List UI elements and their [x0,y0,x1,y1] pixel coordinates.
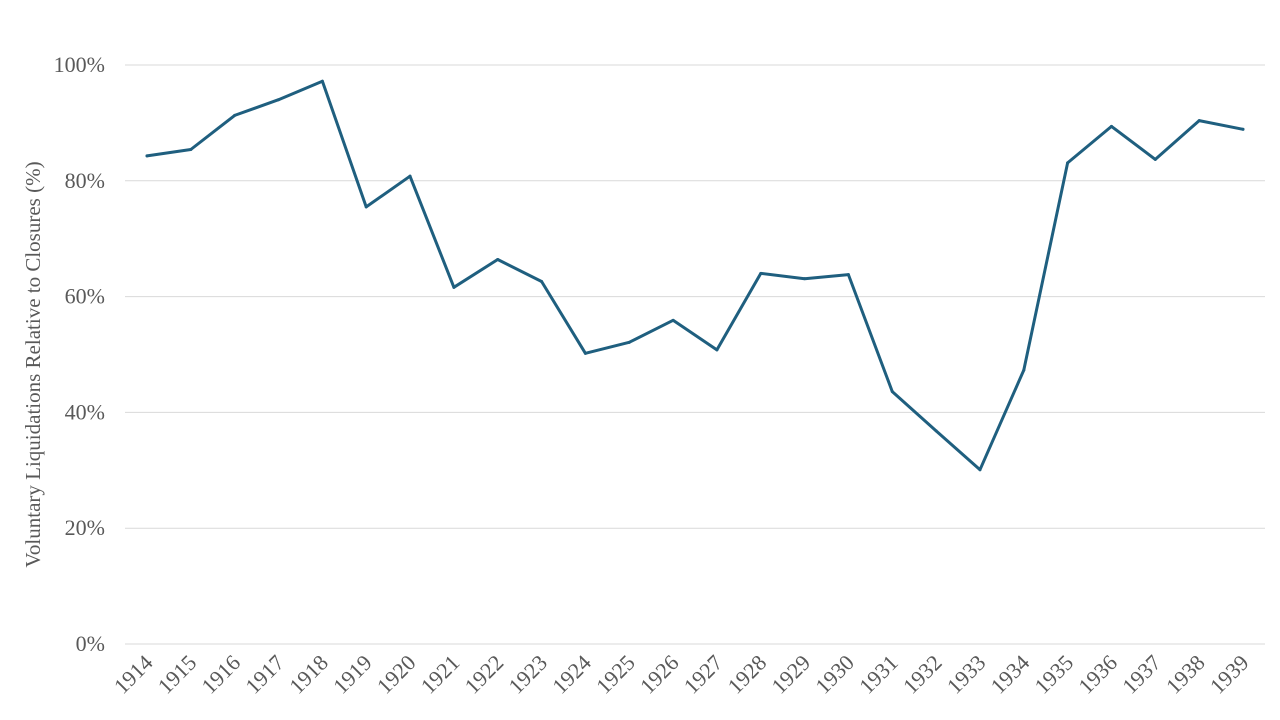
x-tick-label: 1925 [591,650,640,699]
y-tick-label: 60% [65,284,105,309]
x-tick-label: 1916 [196,650,245,699]
data-point-1935 [1066,161,1070,165]
x-tick-label: 1918 [284,650,333,699]
data-point-1914 [145,154,149,158]
series-group [145,79,1245,472]
x-tick-label: 1922 [459,650,508,699]
data-point-1919 [364,205,368,209]
y-tick-label: 40% [65,399,105,424]
x-tick-label: 1930 [810,650,859,699]
data-point-1932 [934,429,938,433]
data-point-1915 [189,148,193,152]
x-tick-label: 1915 [153,650,202,699]
y-tick-label: 0% [76,631,105,656]
data-point-1918 [320,79,324,83]
data-point-1923 [540,280,544,284]
data-point-1931 [890,390,894,394]
data-point-1922 [496,258,500,262]
series-line [145,79,1245,472]
x-tick-label: 1937 [1117,650,1166,699]
x-tick-label: 1920 [372,650,421,699]
y-tick-label: 80% [65,168,105,193]
data-point-1917 [277,98,281,102]
data-point-1939 [1241,127,1245,131]
data-point-1934 [1022,368,1026,372]
x-tick-label: 1919 [328,650,377,699]
data-point-1920 [408,174,412,178]
data-point-1924 [583,351,587,355]
data-point-1936 [1109,124,1113,128]
x-tick-label: 1931 [854,650,903,699]
x-tick-label: 1938 [1161,650,1210,699]
x-tick-label: 1923 [503,650,552,699]
x-tick-label: 1935 [1029,650,1078,699]
y-tick-label: 100% [54,52,105,77]
gridlines [125,64,1265,645]
x-tick-label: 1921 [416,650,465,699]
data-point-1916 [233,113,237,117]
y-tick-label: 20% [65,515,105,540]
x-tick-label: 1924 [547,650,596,699]
x-tick-label: 1926 [635,650,684,699]
x-tick-label: 1934 [986,650,1035,699]
data-point-1926 [671,318,675,322]
x-tick-label: 1927 [679,650,728,699]
x-axis-tick-labels: 1914191519161917191819191920192119221923… [109,650,1254,699]
data-point-1921 [452,285,456,289]
x-tick-label: 1928 [723,650,772,699]
y-axis-title: Voluntary Liquidations Relative to Closu… [21,161,45,567]
data-point-1928 [759,271,763,275]
x-tick-label: 1936 [1073,650,1122,699]
x-tick-label: 1929 [766,650,815,699]
data-point-1930 [846,273,850,277]
data-point-1929 [803,277,807,281]
data-point-1933 [978,468,982,472]
data-point-1938 [1197,119,1201,123]
data-point-1937 [1153,157,1157,161]
data-point-1927 [715,348,719,352]
x-tick-label: 1917 [240,650,289,699]
data-point-1925 [627,340,631,344]
x-tick-label: 1939 [1205,650,1254,699]
x-tick-label: 1932 [898,650,947,699]
x-tick-label: 1914 [109,650,158,699]
x-tick-label: 1933 [942,650,991,699]
y-axis-tick-labels: 0% 20% 40% 60% 80% 100% [54,52,105,656]
